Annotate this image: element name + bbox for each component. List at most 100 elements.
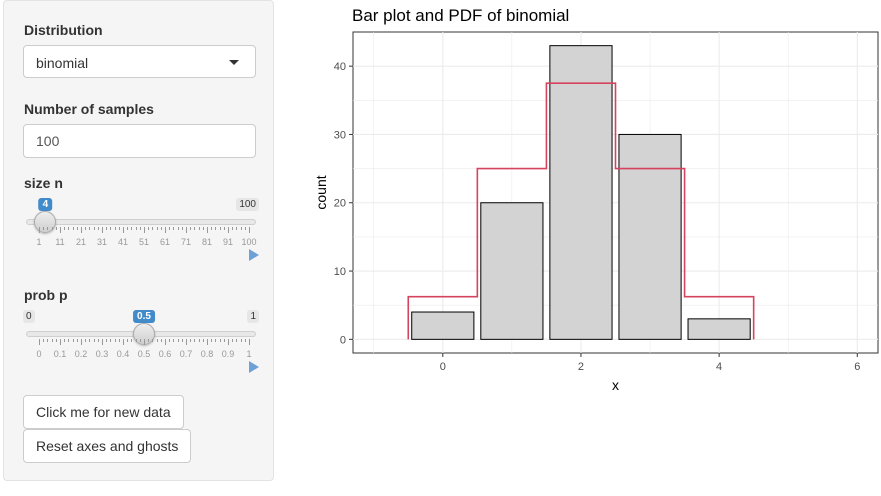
size-slider-tick bbox=[169, 227, 171, 230]
size-slider-handle[interactable] bbox=[34, 211, 57, 233]
size-slider-tick bbox=[194, 227, 196, 230]
size-slider-tick bbox=[148, 227, 150, 230]
size-slider-tick bbox=[186, 227, 187, 233]
prob-slider-tick-label: 0.4 bbox=[116, 349, 130, 359]
size-slider-tick bbox=[198, 227, 200, 230]
prob-slider-tick bbox=[68, 339, 70, 342]
prob-slider-tick bbox=[194, 339, 196, 342]
play-icon[interactable] bbox=[249, 249, 259, 261]
prob-slider-tick bbox=[219, 339, 221, 342]
distribution-label: Distribution bbox=[24, 22, 103, 38]
prob-slider-tick bbox=[131, 339, 133, 342]
size-slider-tick bbox=[114, 227, 116, 230]
size-slider-tick bbox=[135, 227, 137, 230]
prob-slider-tick bbox=[165, 339, 166, 345]
size-slider-label: size n bbox=[24, 175, 63, 191]
prob-slider-tick bbox=[43, 339, 45, 342]
size-slider-tick-label: 91 bbox=[222, 237, 234, 247]
distribution-select[interactable]: binomial bbox=[23, 45, 256, 78]
prob-slider-tick bbox=[186, 339, 187, 345]
samples-input[interactable] bbox=[23, 124, 256, 158]
prob-slider-tick bbox=[39, 339, 40, 345]
prob-slider-tick bbox=[55, 339, 57, 342]
x-tick-label: 0 bbox=[440, 361, 446, 373]
prob-slider-tick-label: 0.8 bbox=[200, 349, 214, 359]
prob-slider[interactable]: 0 1 0.5 0 0.1 0.2 0.3 0.4 0.5 0.6 0.7 0.8 0.9 1 bbox=[23, 310, 259, 376]
size-slider-tick-label: 11 bbox=[55, 237, 65, 247]
play-icon[interactable] bbox=[249, 361, 259, 373]
x-tick-label: 2 bbox=[578, 361, 584, 373]
size-slider-tick bbox=[118, 227, 120, 230]
size-slider[interactable]: 100 4 1 11 21 31 41 51 61 71 81 91 100 bbox=[23, 198, 259, 264]
prob-slider-tick bbox=[228, 339, 229, 345]
size-slider-tick-label: 61 bbox=[159, 237, 171, 247]
prob-slider-tick-label: 0.1 bbox=[53, 349, 67, 359]
prob-slider-tick-label: 0.9 bbox=[221, 349, 235, 359]
bar bbox=[687, 318, 751, 340]
new-data-button[interactable]: Click me for new data bbox=[23, 395, 184, 429]
plot-area: Bar plot and PDF of binomial 0 10 20 30 40 0 2… bbox=[300, 0, 881, 491]
samples-label: Number of samples bbox=[24, 101, 154, 117]
prob-slider-tick bbox=[202, 339, 204, 342]
size-slider-tick bbox=[102, 227, 103, 233]
prob-slider-tick bbox=[156, 339, 158, 342]
plot-panel bbox=[352, 31, 879, 354]
size-slider-tick bbox=[207, 227, 208, 233]
size-slider-tick bbox=[160, 227, 162, 230]
size-slider-tick-label: 41 bbox=[117, 237, 129, 247]
bar bbox=[549, 45, 613, 340]
prob-slider-tick bbox=[114, 339, 116, 342]
size-slider-tick-label: 71 bbox=[180, 237, 192, 247]
bar bbox=[480, 202, 544, 340]
x-tick-label: 4 bbox=[716, 361, 722, 373]
size-slider-tick bbox=[110, 227, 112, 230]
prob-slider-tick bbox=[173, 339, 175, 342]
reset-axes-button[interactable]: Reset axes and ghosts bbox=[23, 429, 192, 463]
prob-slider-tick bbox=[85, 339, 87, 342]
size-slider-tick bbox=[181, 227, 183, 230]
size-slider-tick bbox=[85, 227, 87, 230]
size-slider-tick bbox=[202, 227, 204, 230]
y-tick-label: 40 bbox=[334, 61, 346, 73]
prob-slider-tick bbox=[102, 339, 103, 345]
size-slider-tick bbox=[165, 227, 166, 233]
prob-slider-tick-label: 1 bbox=[246, 349, 252, 359]
size-slider-tick bbox=[244, 227, 246, 230]
y-tick-label: 10 bbox=[334, 266, 346, 278]
prob-slider-tick-label: 0 bbox=[36, 349, 42, 359]
size-slider-tick bbox=[76, 227, 78, 230]
prob-slider-tick bbox=[240, 339, 242, 342]
prob-slider-tick-label: 0.3 bbox=[95, 349, 109, 359]
size-slider-track[interactable] bbox=[26, 219, 256, 225]
size-slider-tick-label: 31 bbox=[96, 237, 108, 247]
prob-slider-tick bbox=[215, 339, 217, 342]
size-slider-tick bbox=[72, 227, 74, 230]
prob-slider-tick bbox=[160, 339, 162, 342]
size-slider-tick bbox=[68, 227, 70, 230]
size-slider-value-label: 4 bbox=[38, 198, 53, 211]
prob-slider-tick bbox=[148, 339, 150, 342]
size-slider-tick bbox=[39, 227, 40, 233]
y-tick-label: 0 bbox=[340, 334, 346, 346]
prob-slider-tick bbox=[47, 339, 49, 342]
size-slider-tick bbox=[236, 227, 238, 230]
size-slider-tick bbox=[177, 227, 179, 230]
prob-slider-tick bbox=[60, 339, 61, 345]
pdf-line bbox=[407, 82, 755, 340]
prob-slider-tick bbox=[127, 339, 129, 342]
prob-slider-tick bbox=[135, 339, 137, 342]
size-slider-tick bbox=[93, 227, 95, 230]
size-slider-tick bbox=[47, 227, 49, 230]
prob-slider-tick bbox=[110, 339, 112, 342]
size-slider-tick bbox=[215, 227, 217, 230]
prob-slider-tick-label: 0.2 bbox=[74, 349, 88, 359]
prob-slider-tick bbox=[249, 339, 250, 345]
bar-chart: 0 10 20 30 40 0 2 4 6 x count bbox=[313, 31, 879, 393]
prob-slider-tick bbox=[123, 339, 124, 345]
prob-slider-tick bbox=[139, 339, 141, 342]
size-slider-tick bbox=[219, 227, 221, 230]
size-slider-tick bbox=[106, 227, 108, 230]
size-slider-tick bbox=[131, 227, 133, 230]
prob-slider-label: prob p bbox=[24, 287, 68, 303]
size-slider-tick bbox=[55, 227, 57, 230]
